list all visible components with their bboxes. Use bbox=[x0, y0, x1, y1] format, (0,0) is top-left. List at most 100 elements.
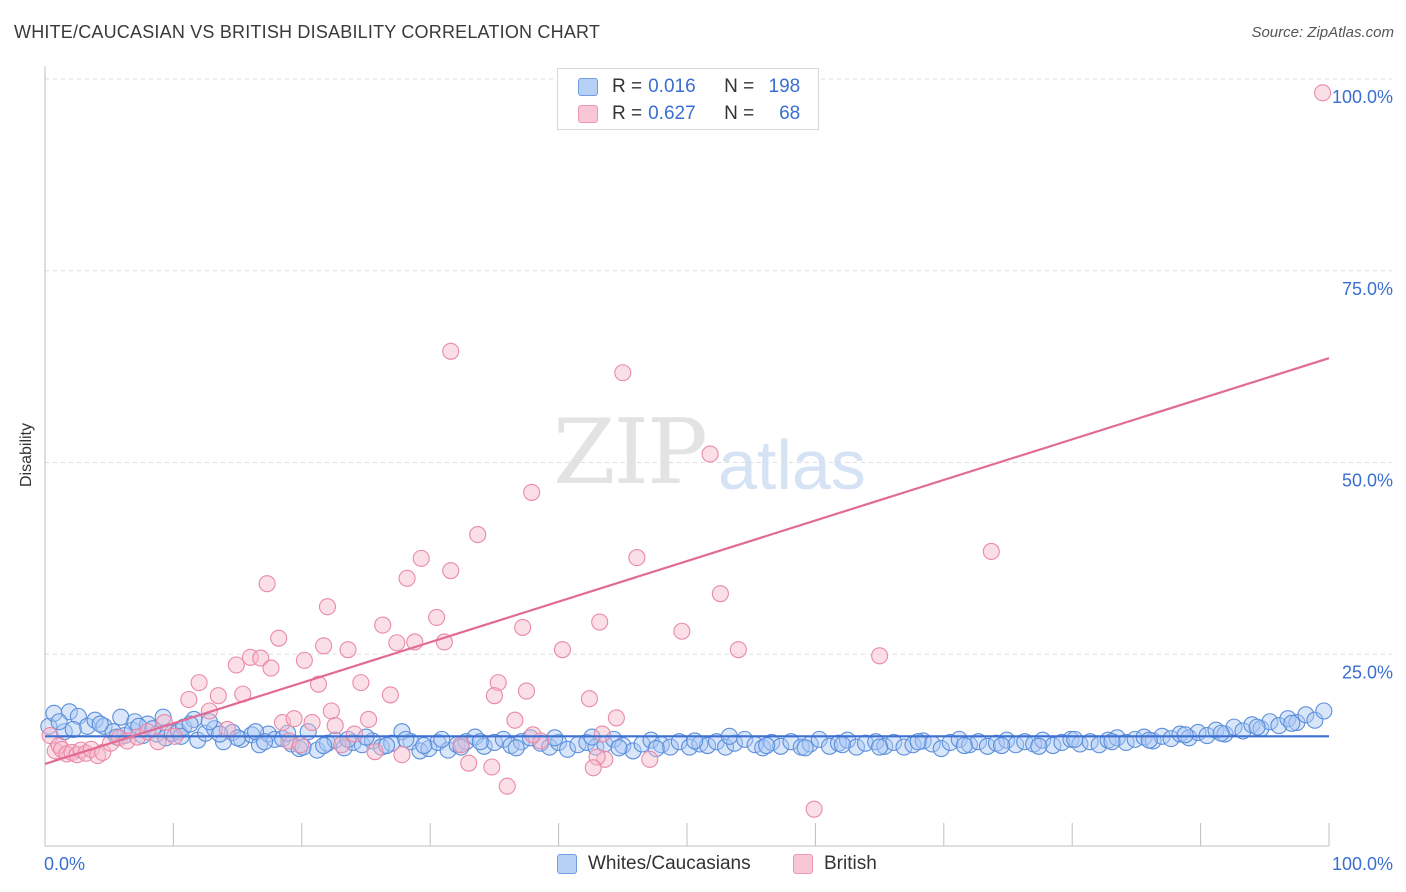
british-point bbox=[553, 641, 572, 659]
british-point bbox=[393, 746, 411, 764]
british-point bbox=[326, 717, 344, 735]
white-point bbox=[1117, 733, 1135, 752]
british-legend-swatch bbox=[793, 854, 813, 874]
white-point bbox=[698, 736, 717, 755]
white-point bbox=[1044, 736, 1062, 755]
white-point bbox=[457, 733, 475, 751]
white-point bbox=[1283, 714, 1301, 732]
white-point bbox=[91, 715, 109, 733]
white-point bbox=[670, 733, 688, 751]
legend-british-r-value: 0.627 bbox=[648, 103, 696, 124]
british-point bbox=[701, 445, 719, 463]
white-point bbox=[796, 739, 814, 757]
white-point bbox=[871, 738, 889, 756]
white-point bbox=[847, 738, 866, 756]
white-point bbox=[758, 736, 776, 755]
source-credit: Source: ZipAtlas.com bbox=[1251, 24, 1394, 41]
white-point bbox=[1103, 733, 1121, 751]
white-point bbox=[433, 730, 451, 748]
white-point bbox=[969, 733, 988, 751]
british-point bbox=[524, 726, 542, 744]
british-point bbox=[295, 651, 313, 669]
white-point bbox=[833, 736, 851, 754]
white-point bbox=[521, 729, 539, 747]
british-point bbox=[333, 736, 351, 754]
white-point bbox=[507, 739, 525, 757]
x-tick-label: 100.0% bbox=[1332, 854, 1393, 874]
british-point bbox=[628, 549, 646, 567]
british-point bbox=[469, 526, 487, 544]
white-point bbox=[471, 733, 489, 751]
british-point bbox=[514, 618, 532, 636]
british-point bbox=[506, 711, 524, 729]
british-point bbox=[485, 687, 503, 705]
british-point bbox=[517, 682, 536, 700]
british-point bbox=[593, 725, 611, 743]
british-point bbox=[442, 342, 460, 360]
white-point bbox=[1297, 706, 1315, 724]
bottom-legend-british: British bbox=[793, 852, 877, 876]
british-swatch bbox=[578, 105, 598, 123]
white-point bbox=[909, 733, 927, 751]
legend-british-r-label: R = bbox=[612, 103, 643, 124]
british-point bbox=[345, 725, 363, 743]
british-point bbox=[523, 483, 541, 501]
x-tick-label: 0.0% bbox=[44, 854, 85, 874]
white-point bbox=[420, 740, 438, 758]
white-point bbox=[782, 733, 800, 751]
white-point bbox=[256, 733, 274, 751]
white-point bbox=[820, 737, 839, 755]
white-point bbox=[707, 733, 726, 751]
axes bbox=[44, 66, 1330, 847]
tick-labels: 25.0% 50.0% 75.0% 100.0% 0.0% 100.0% bbox=[44, 87, 1393, 874]
chart-title: WHITE/CAUCASIAN VS BRITISH DISABILITY CO… bbox=[14, 22, 601, 42]
white-point bbox=[315, 736, 333, 755]
british-point bbox=[291, 736, 310, 754]
british-point bbox=[270, 629, 288, 647]
british-point bbox=[315, 637, 333, 655]
white-point bbox=[64, 720, 82, 738]
legend-british-n-value: 68 bbox=[779, 103, 801, 124]
british-point bbox=[252, 649, 270, 667]
british-point bbox=[584, 759, 602, 777]
british-point bbox=[805, 800, 823, 818]
british-point bbox=[412, 549, 430, 567]
white-point bbox=[1140, 731, 1158, 749]
white-point bbox=[932, 740, 950, 758]
british-point bbox=[729, 641, 747, 659]
white-point bbox=[1053, 733, 1071, 752]
white-point bbox=[154, 708, 172, 726]
british-point bbox=[591, 613, 609, 631]
legend-white-n-label: N = bbox=[724, 76, 755, 97]
legend-white-r-label: R = bbox=[612, 76, 643, 97]
y-tick-label: 25.0% bbox=[1342, 662, 1393, 682]
legend-row-white: R = 0.016 N = 198 bbox=[578, 76, 800, 98]
watermark-zip: ZIP bbox=[553, 400, 708, 505]
watermark-atlas: atlas bbox=[718, 426, 866, 504]
white-point bbox=[1315, 702, 1333, 720]
british-trend-line bbox=[44, 357, 1330, 765]
y-tick-label: 50.0% bbox=[1342, 471, 1393, 491]
white-point bbox=[294, 738, 312, 756]
legend-white-n-value: 198 bbox=[768, 76, 801, 97]
white-point bbox=[40, 717, 58, 735]
british-point bbox=[149, 733, 167, 751]
british-point bbox=[460, 754, 478, 772]
british-point bbox=[381, 686, 399, 704]
british-point bbox=[339, 641, 357, 659]
british-point bbox=[303, 713, 321, 732]
legend-british-n-label: N = bbox=[724, 103, 755, 124]
british-point bbox=[366, 743, 384, 761]
white-point bbox=[772, 737, 790, 755]
white-point bbox=[541, 738, 559, 756]
white-point bbox=[955, 736, 973, 755]
british-point bbox=[607, 709, 625, 727]
legend-white-r-value: 0.016 bbox=[648, 76, 696, 97]
british-point bbox=[190, 674, 208, 692]
british-point bbox=[982, 542, 1000, 561]
white-point bbox=[415, 736, 433, 755]
gridlines bbox=[45, 78, 1392, 655]
white-point bbox=[763, 733, 781, 752]
bottom-legend-white: Whites/Caucasians bbox=[557, 852, 751, 876]
